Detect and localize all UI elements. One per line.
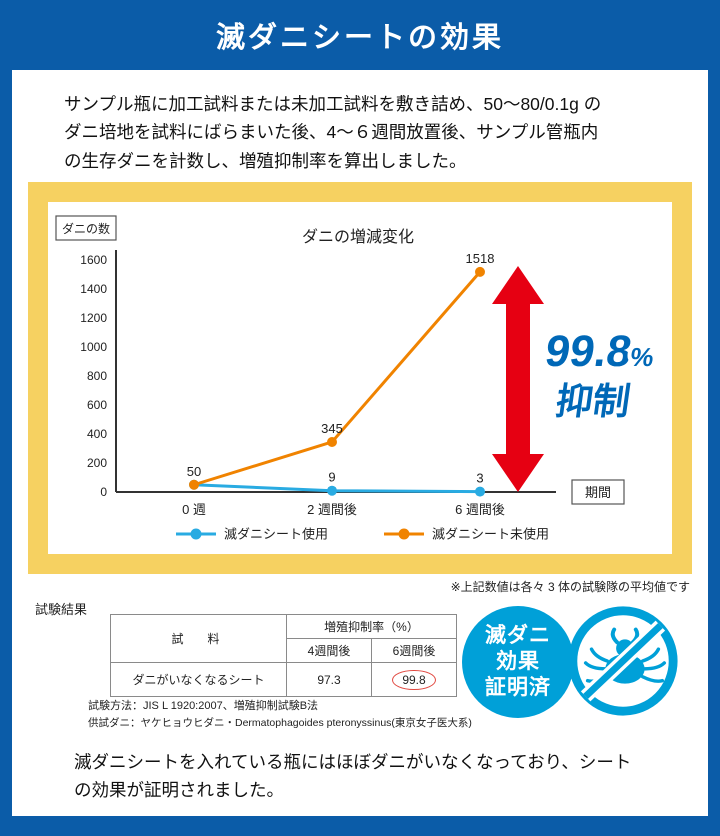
- intro-line: の生存ダニを計数し、増殖抑制率を算出しました。: [64, 150, 467, 171]
- chart-footnote: ※上記数値は各々 3 体の試験隊の平均値です: [450, 580, 690, 594]
- intro-line: ダニ培地を試料にばらまいた後、4〜６週間放置後、サンプル管瓶内: [64, 122, 599, 143]
- badge-line: 効果: [496, 649, 540, 673]
- x-axis-label-box: [571, 479, 625, 505]
- frame-left: [0, 0, 12, 836]
- mite-trend-chart: ダニの増減変化 0 200 400 600 800 1000 1200 1400 1600 0 週 2…: [55, 215, 660, 542]
- x-tick-label: 6 週間後: [455, 502, 505, 517]
- intro-line: サンプル瓶に加工試料または未加工試料を敷き詰め、50〜80/0.1g の: [64, 94, 602, 114]
- data-label: 345: [321, 421, 343, 436]
- legend-marker-dot: [398, 528, 410, 540]
- annotation-text: 抑制: [553, 380, 633, 422]
- test-specimen-text: 供試ダニ：ヤケヒョウヒダニ・Dermatophagoides pteronyss…: [88, 717, 472, 729]
- chart-title: ダニの増減変化: [302, 228, 414, 246]
- no-mite-icon: [568, 606, 678, 716]
- annotation-value: 99.8%: [542, 327, 658, 376]
- results-table: 試 料 増殖抑制率（%） 4週間後 6週間後 ダニがいなくなるシート 97.3 …: [110, 614, 457, 697]
- data-point: [475, 266, 485, 277]
- frame-bottom: [0, 816, 720, 836]
- legend-marker-dot: [190, 528, 202, 540]
- certified-badge: 滅ダニ 効果 証明済: [462, 606, 574, 718]
- table-subheader-row: 4週間後 6週間後: [111, 638, 457, 663]
- y-tick-label: 1200: [80, 311, 107, 325]
- y-axis-label: ダニの数: [62, 221, 110, 236]
- data-point: [327, 485, 337, 496]
- table-row: ダニがいなくなるシート 97.3 99.8: [110, 662, 457, 697]
- legend-label: 滅ダニシート未使用: [432, 527, 549, 542]
- y-tick-label: 400: [87, 427, 107, 441]
- conclusion-line: 滅ダニシートを入れている瓶にはほぼダニがいなくなっており、シート: [74, 752, 632, 772]
- rate-4w-cell: 97.3: [286, 662, 372, 697]
- rate-6w-cell: 99.8: [371, 662, 457, 697]
- data-point: [189, 479, 199, 490]
- y-tick-label: 800: [87, 369, 107, 383]
- data-label: 50: [187, 464, 201, 479]
- badge-line: 証明済: [485, 676, 551, 700]
- series-line: [193, 270, 482, 487]
- legend-label: 滅ダニシート使用: [224, 527, 328, 542]
- data-point: [327, 436, 337, 447]
- chart-panel: ダニの増減変化 0 200 400 600 800 1000 1200 1400 1600 0 週 2…: [28, 182, 692, 574]
- y-tick-label: 1400: [80, 282, 107, 296]
- data-point: [475, 486, 485, 497]
- y-tick-label: 1000: [80, 340, 107, 354]
- badge-line: 滅ダニ: [485, 623, 551, 647]
- sample-name-cell: ダニがいなくなるシート: [110, 662, 287, 697]
- intro-text: サンプル瓶に加工試料または未加工試料を敷き詰め、50〜80/0.1g の ダニ培…: [64, 90, 664, 175]
- page-header: 滅ダニシートの効果: [0, 0, 720, 70]
- x-tick-label: 0 週: [182, 502, 206, 517]
- suppression-annotation: 99.8%抑制: [538, 323, 659, 425]
- y-tick-label: 600: [87, 398, 107, 412]
- test-method-text: 試験方法：JIS L 1920:2007、増殖抑制試験B法: [88, 700, 319, 712]
- col-sample-header: 試 料: [110, 614, 287, 663]
- table-header-row: 試 料 増殖抑制率（%）: [110, 614, 457, 663]
- col-6w-header: 6週間後: [371, 638, 457, 663]
- series-line: [193, 483, 481, 494]
- results-section-label: 試験結果: [35, 602, 88, 617]
- x-axis-label: 期間: [585, 485, 611, 500]
- x-tick-label: 2 週間後: [307, 502, 357, 517]
- conclusion-line: の効果が証明されました。: [74, 780, 284, 800]
- highlighted-value: 99.8: [392, 669, 436, 690]
- data-label: 3: [476, 471, 483, 486]
- suppression-arrow: [492, 266, 544, 492]
- y-tick-label: 0: [100, 485, 107, 499]
- y-tick-label: 1600: [80, 253, 107, 267]
- page-title: 滅ダニシートの効果: [215, 22, 504, 54]
- chart-box: ダニの増減変化 0 200 400 600 800 1000 1200 1400 1600 0 週 2…: [48, 202, 672, 554]
- col-rate-header: 増殖抑制率（%）: [286, 614, 457, 639]
- col-4w-header: 4週間後: [286, 638, 372, 663]
- y-tick-label: 200: [87, 456, 107, 470]
- conclusion-text: 滅ダニシートを入れている瓶にはほぼダニがいなくなっており、シート の効果が証明さ…: [74, 748, 674, 804]
- frame-right: [708, 0, 720, 836]
- y-axis-label-box: [55, 215, 117, 241]
- data-label: 9: [328, 470, 335, 485]
- data-label: 1518: [466, 251, 495, 266]
